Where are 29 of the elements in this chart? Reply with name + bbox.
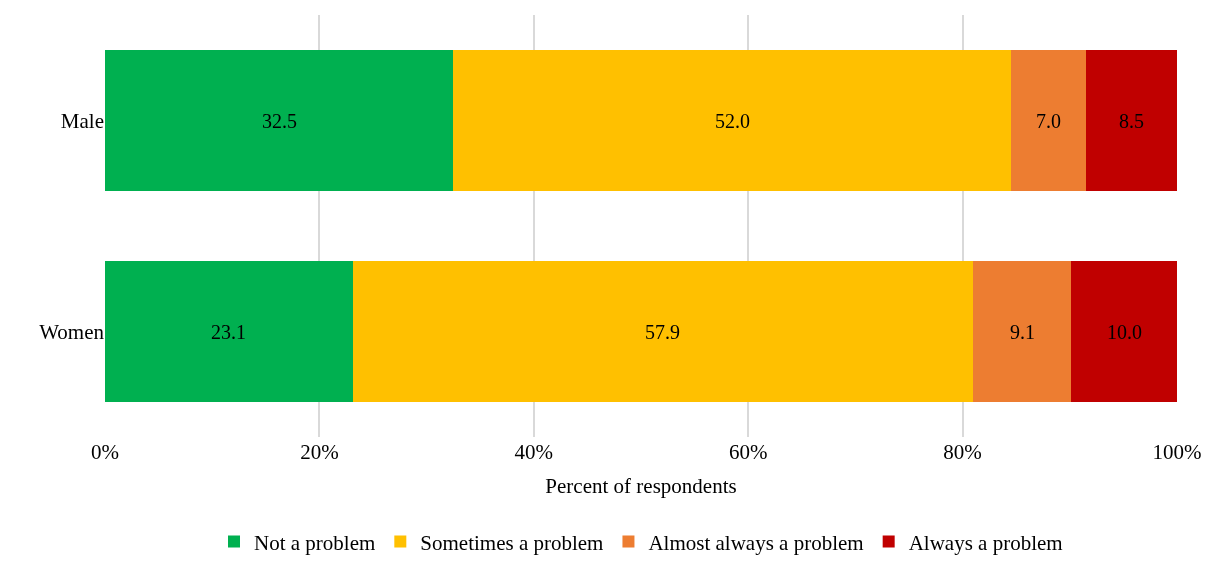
bar [1070, 260, 1177, 403]
bar [1085, 49, 1177, 192]
data-label: 52.0 [715, 110, 750, 132]
bar [352, 260, 974, 403]
data-label: 7.0 [1036, 110, 1061, 132]
legend-label: Always a problem [908, 530, 1063, 555]
data-label: 10.0 [1107, 321, 1142, 343]
y-tick-label: Male [60, 108, 104, 133]
x-tick-label: 60% [728, 440, 768, 464]
data-label: 8.5 [1119, 110, 1144, 132]
x-tick-label: 100% [1152, 440, 1202, 464]
x-axis-title: Percent of respondents [545, 474, 737, 499]
bar [1010, 49, 1086, 192]
x-tick-label: 20% [300, 440, 339, 464]
legend-label: Almost always a problem [648, 530, 864, 555]
legend-label: Sometimes a problem [420, 530, 604, 555]
bar [453, 49, 1011, 192]
data-label: 9.1 [1010, 321, 1035, 343]
x-tick-label: 80% [943, 440, 982, 464]
bar [105, 49, 454, 192]
bar [105, 260, 353, 403]
y-tick-label: Women [39, 319, 105, 344]
data-label: 23.1 [211, 321, 246, 343]
x-tick-label: 0% [91, 440, 119, 464]
data-label: 57.9 [645, 321, 680, 343]
bar [973, 260, 1071, 403]
data-label: 32.5 [262, 110, 297, 132]
legend-label: Not a problem [254, 530, 376, 555]
x-tick-label: 40% [514, 440, 554, 464]
